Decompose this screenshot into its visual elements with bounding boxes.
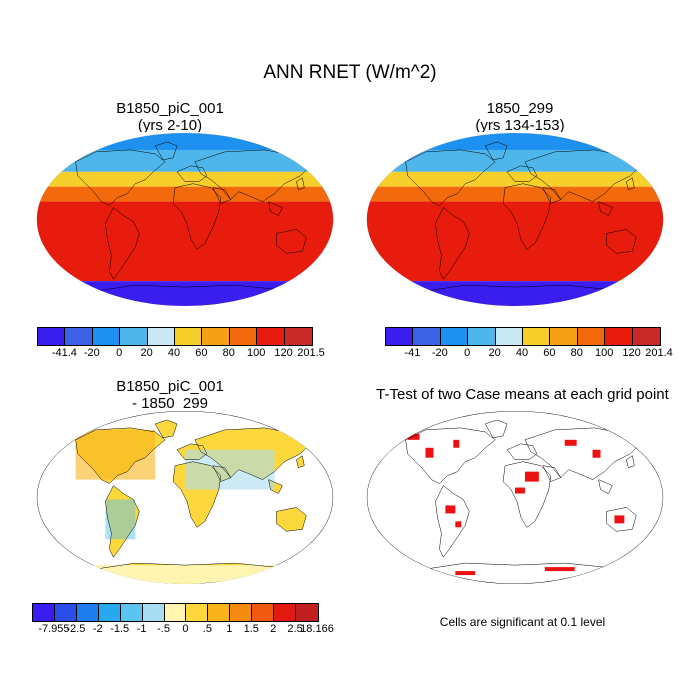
colorbar-tick-label: -7.955 <box>38 623 70 635</box>
colorbar-swatch <box>38 328 66 345</box>
colorbar-swatch <box>147 328 175 345</box>
colorbar-tick-label: 100 <box>595 347 614 359</box>
colorbar-tick-label: 0 <box>116 347 123 359</box>
colorbar-top-right <box>385 327 661 346</box>
colorbar-tick-label: 18.166 <box>300 623 334 635</box>
colorbar-swatch <box>202 328 230 345</box>
map-top-left <box>35 132 335 307</box>
colorbar-tick-label: -.5 <box>157 623 170 635</box>
colorbar-swatch <box>186 604 209 621</box>
panel-title-bottom-right: T-Test of two Case means at each grid po… <box>376 386 669 403</box>
colorbar-tick-label: 100 <box>247 347 266 359</box>
colorbar-tick-label: .5 <box>202 623 212 635</box>
colorbar-top-left-labels: -41.4 -20 0 20 40 60 80 100 120 201.5 <box>37 347 325 361</box>
colorbar-tick-label: 2.5 <box>287 623 303 635</box>
colorbar-tick-label: 0 <box>464 347 471 359</box>
colorbar-tick-label: -41 <box>404 347 421 359</box>
colorbar-swatch <box>284 328 312 345</box>
panel-title-bottom-left: B1850_piC_001 - 1850_299 <box>50 378 290 412</box>
colorbar-bottom-left-labels: -7.955 -2.5 -2 -1.5 -1 -.5 0 .5 1 1.5 2 2.5 18.166 <box>32 623 334 637</box>
figure-title: ANN RNET (W/m^2) <box>263 62 437 83</box>
colorbar-swatch <box>257 328 285 345</box>
colorbar-tick-label: -41.4 <box>51 347 77 359</box>
colorbar-tick-label: 20 <box>140 347 153 359</box>
colorbar-swatch <box>440 328 469 345</box>
colorbar-swatch <box>92 328 121 345</box>
colorbar-tick-label: 120 <box>274 347 293 359</box>
colorbar-swatch <box>522 328 551 345</box>
colorbar-swatch <box>632 328 660 345</box>
colorbar-swatch <box>76 604 99 621</box>
colorbar-bottom-left <box>32 603 319 622</box>
colorbar-tick-label: 2 <box>270 623 277 635</box>
map-bottom-left <box>35 410 335 585</box>
panel-title-top-right-line2: (yrs 134-153) <box>475 117 565 134</box>
colorbar-tick-label: 120 <box>622 347 641 359</box>
colorbar-tick-label: 20 <box>488 347 501 359</box>
panel-title-top-right-line1: 1850_299 <box>486 100 554 117</box>
colorbar-swatch <box>164 604 187 621</box>
colorbar-swatch <box>413 328 441 345</box>
colorbar-swatch <box>274 604 297 621</box>
colorbar-tick-label: -1 <box>136 623 147 635</box>
panel-title-top-left-line2: (yrs 2-10) <box>137 117 203 134</box>
colorbar-tick-label: 1.5 <box>243 623 259 635</box>
colorbar-tick-label: 1 <box>226 623 233 635</box>
colorbar-tick-label: 80 <box>222 347 235 359</box>
panel-title-top-left-line1: B1850_piC_001 <box>116 100 224 117</box>
colorbar-tick-label: 40 <box>515 347 529 359</box>
colorbar-swatch <box>577 328 606 345</box>
colorbar-tick-label: -2.5 <box>66 623 86 635</box>
colorbar-swatch <box>495 328 523 345</box>
map-bottom-right <box>365 410 665 585</box>
panel-title-bottom-left-line2: - 1850_299 <box>132 395 208 412</box>
colorbar-swatch <box>120 604 143 621</box>
colorbar-swatch <box>296 604 318 621</box>
colorbar-swatch <box>54 604 77 621</box>
colorbar-swatch <box>605 328 633 345</box>
colorbar-swatch <box>550 328 578 345</box>
map-top-right <box>365 132 665 307</box>
panel-title-bottom-left-line1: B1850_piC_001 <box>116 378 224 395</box>
panel-title-top-right: 1850_299 (yrs 134-153) <box>400 100 640 134</box>
colorbar-swatch <box>230 604 253 621</box>
colorbar-tick-label: -20 <box>83 347 100 359</box>
colorbar-tick-label: 40 <box>167 347 181 359</box>
colorbar-tick-label: 80 <box>570 347 583 359</box>
colorbar-swatch <box>208 604 231 621</box>
colorbar-tick-label: 201.4 <box>645 347 673 359</box>
colorbar-tick-label: -20 <box>431 347 448 359</box>
colorbar-tick-label: -2 <box>92 623 103 635</box>
colorbar-swatch <box>65 328 93 345</box>
colorbar-tick-label: -1.5 <box>110 623 130 635</box>
significance-cells <box>407 433 625 576</box>
colorbar-tick-label: 60 <box>195 347 208 359</box>
colorbar-swatch <box>142 604 165 621</box>
colorbar-swatch <box>229 328 258 345</box>
significance-note: Cells are significant at 0.1 level <box>439 615 606 629</box>
colorbar-swatch <box>252 604 275 621</box>
colorbar-tick-label: 201.5 <box>297 347 325 359</box>
colorbar-swatch <box>174 328 203 345</box>
colorbar-swatch <box>468 328 496 345</box>
colorbar-swatch <box>120 328 148 345</box>
colorbar-top-right-labels: -41 -20 0 20 40 60 80 100 120 201.4 <box>385 347 672 361</box>
colorbar-swatch <box>386 328 414 345</box>
colorbar-top-left <box>37 327 313 346</box>
panel-title-top-left: B1850_piC_001 (yrs 2-10) <box>50 100 290 134</box>
colorbar-swatch <box>33 604 55 621</box>
colorbar-tick-label: 60 <box>543 347 556 359</box>
colorbar-tick-label: 0 <box>182 623 189 635</box>
colorbar-swatch <box>98 604 121 621</box>
